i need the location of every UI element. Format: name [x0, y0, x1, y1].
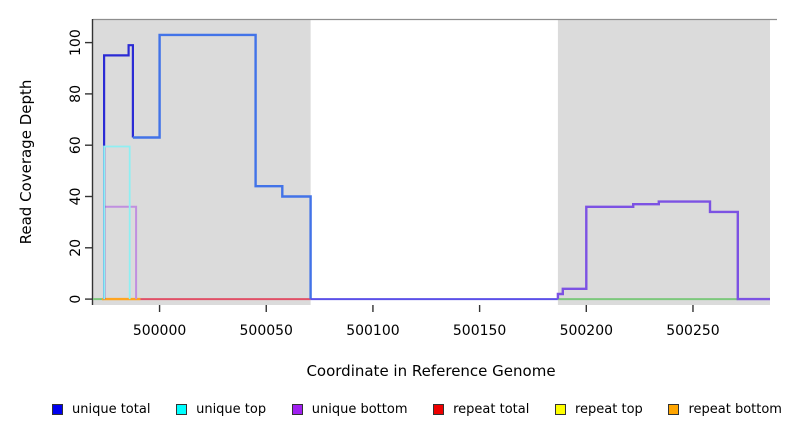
legend-swatch-icon — [291, 403, 303, 415]
legend-label: repeat total — [453, 401, 530, 417]
legend-label: unique bottom — [311, 401, 408, 417]
legend-label: repeat top — [575, 401, 643, 417]
legend-swatch-icon — [52, 403, 63, 415]
legend-label: repeat bottom — [688, 401, 782, 417]
legend-swatch-icon — [668, 403, 680, 415]
legend-item-unique-top: unique top — [176, 402, 266, 417]
series-unique-total-navy — [102, 44, 134, 300]
y-tick-label: 60 — [68, 136, 84, 154]
legend-swatch-icon — [176, 403, 188, 415]
x-axis-label: Coordinate in Reference Genome — [306, 362, 555, 380]
legend-label: unique top — [196, 401, 267, 417]
y-axis-label: Read Coverage Depth — [17, 80, 35, 245]
coverage-plot: 0 20 40 60 80 100 500000 500050 500100 500150 5002… — [17, 18, 777, 380]
legend-swatch-icon — [433, 403, 445, 415]
series-unique-total-royal — [132, 33, 312, 300]
covered-region-right — [557, 19, 770, 305]
covered-region-left — [93, 19, 311, 305]
y-tick-label: 20 — [68, 239, 84, 257]
legend-label: unique total — [72, 401, 151, 417]
legend-item-repeat-total: repeat total — [433, 402, 529, 417]
legend-swatch-icon — [555, 403, 566, 415]
series-unique-bottom-right-purple — [556, 200, 770, 301]
plot-layers: 0 20 40 60 80 100 500000 500050 500100 500150 5002… — [68, 18, 777, 339]
y-tick-label: 40 — [68, 188, 84, 206]
x-tick-label: 500050 — [240, 323, 293, 339]
legend: unique total unique top unique bottom repea… — [0, 394, 792, 424]
series-unique-top-cyan — [103, 145, 131, 300]
x-tick-label: 500100 — [346, 323, 399, 339]
legend-item-repeat-top: repeat top — [555, 402, 643, 417]
y-tick-label: 100 — [68, 29, 84, 56]
y-tick-label: 80 — [68, 85, 84, 103]
y-tick-label: 0 — [68, 295, 84, 304]
x-tick-label: 500150 — [453, 323, 506, 339]
legend-item-unique-total: unique total — [52, 402, 150, 417]
legend-item-unique-bottom: unique bottom — [291, 401, 408, 417]
x-tick-label: 500250 — [666, 323, 719, 339]
legend-item-repeat-bottom: repeat bottom — [668, 402, 782, 417]
x-tick-label: 500000 — [133, 323, 186, 339]
x-tick-label: 500200 — [560, 323, 613, 339]
